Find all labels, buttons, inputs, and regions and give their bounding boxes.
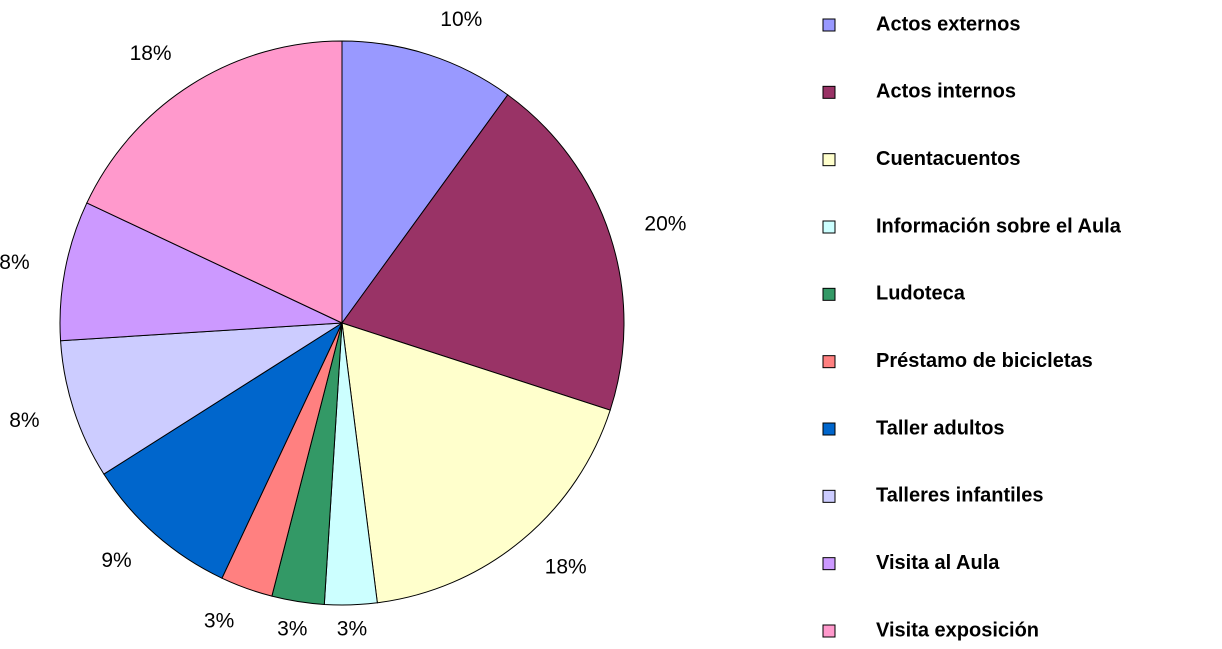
slice-label: 8% — [0, 251, 30, 274]
legend-label: Visita al Aula — [876, 552, 1000, 574]
legend-label: Cuentacuentos — [876, 148, 1020, 170]
legend-swatch — [822, 422, 836, 436]
legend-swatch — [822, 557, 836, 571]
legend-label: Visita exposición — [876, 619, 1039, 641]
pie-slice — [341, 94, 625, 411]
pie-slice — [341, 322, 611, 604]
legend-swatch — [822, 624, 836, 638]
legend-label: Ludoteca — [876, 283, 966, 305]
legend-swatch — [822, 153, 836, 167]
slice-label: 10% — [440, 8, 482, 31]
slice-label: 3% — [204, 610, 234, 633]
legend-label: Actos internos — [876, 81, 1016, 103]
legend-swatch — [822, 355, 836, 369]
pie-slice — [60, 322, 343, 475]
slice-label: 18% — [130, 42, 172, 65]
pie-slice — [59, 202, 343, 342]
legend-label: Información sobre el Aula — [876, 215, 1122, 237]
legend-label: Taller adultos — [876, 417, 1005, 439]
legend-label: Préstamo de bicicletas — [876, 350, 1093, 372]
slice-label: 9% — [101, 549, 131, 572]
legend-swatch — [822, 287, 836, 301]
slice-label: 20% — [644, 212, 686, 235]
pie-slice — [341, 40, 509, 325]
slice-label: 18% — [545, 556, 587, 579]
legend-label: Talleres infantiles — [876, 485, 1043, 507]
legend-swatch — [822, 18, 836, 32]
slice-label: 3% — [337, 618, 367, 641]
slice-label: 3% — [277, 618, 307, 641]
legend-swatch — [822, 220, 836, 234]
legend-label: Actos externos — [876, 13, 1021, 35]
pie-slice — [103, 321, 344, 579]
slice-label: 8% — [9, 409, 39, 432]
legend-swatch — [822, 489, 836, 503]
pie-slice — [86, 40, 343, 324]
legend-swatch — [822, 85, 836, 99]
